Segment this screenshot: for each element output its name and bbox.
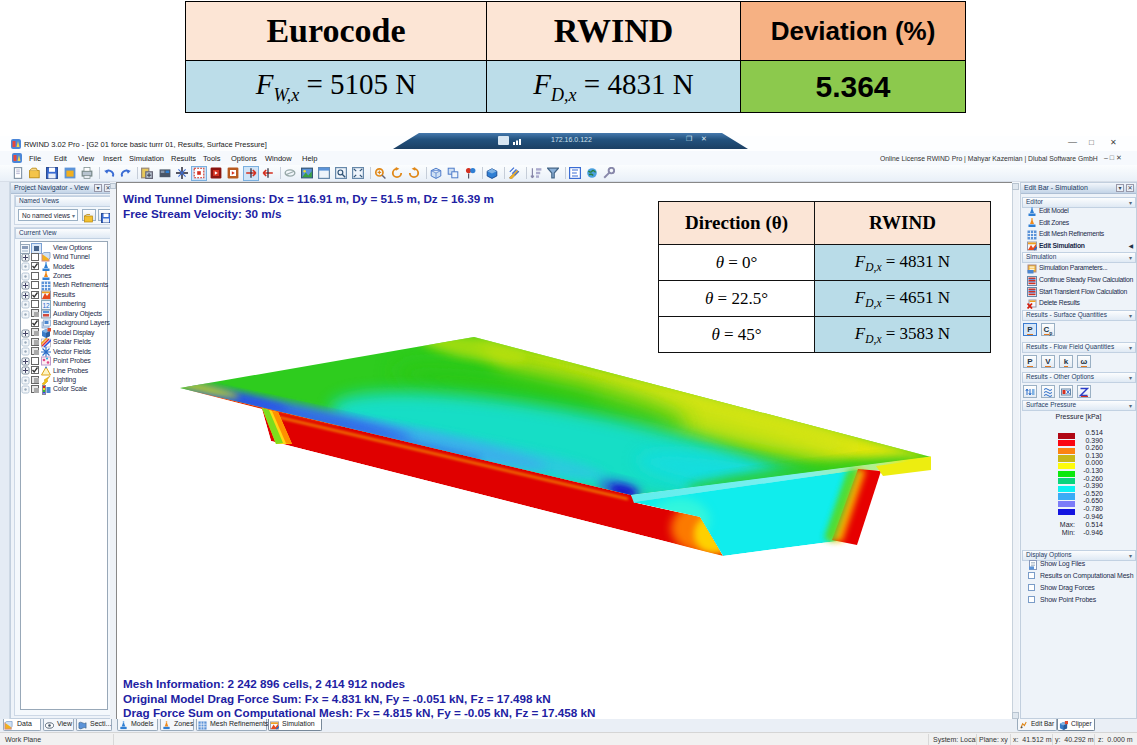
svg-text:12: 12: [42, 301, 50, 308]
